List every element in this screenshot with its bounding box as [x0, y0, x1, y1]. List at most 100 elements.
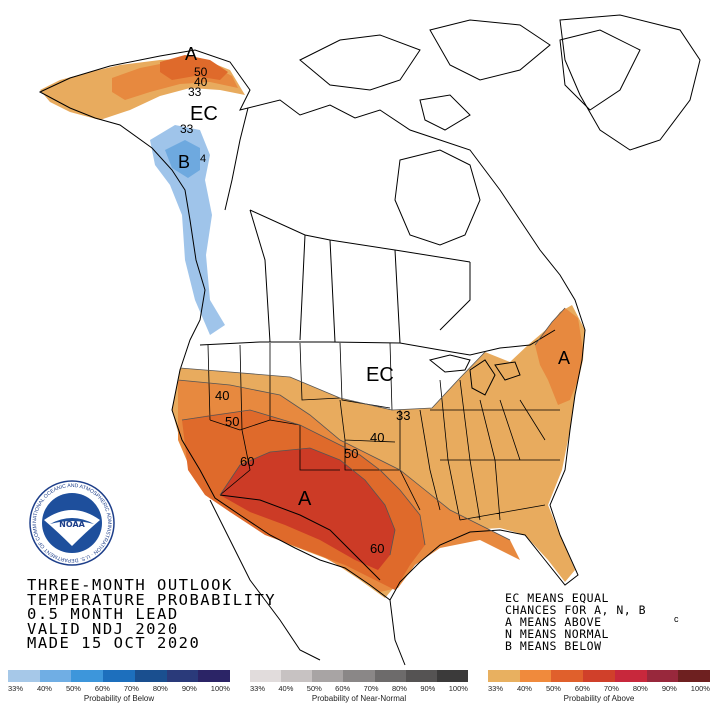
scale-swatches	[8, 670, 231, 682]
scale-tick: 60%	[94, 684, 110, 693]
above-northeast-label: A	[558, 348, 570, 368]
scale-ticks: 33% 40% 50% 60% 70% 80% 90% 100%	[488, 684, 710, 693]
alaska-shading	[40, 55, 245, 335]
legend-note: A MEANS ABOVE	[505, 615, 602, 629]
contour-50-conus	[181, 409, 426, 546]
contour-33-northeast	[534, 307, 566, 346]
small-c-mark: c	[674, 614, 679, 624]
scale-tick: 90%	[181, 684, 197, 693]
swatch	[583, 670, 615, 682]
logo-wave	[50, 518, 94, 524]
swatch	[551, 670, 584, 682]
contour-60-texas-label: 60	[370, 541, 384, 556]
contour-33-alaska-b-label: 33	[180, 122, 194, 136]
logo-bird-shape	[44, 510, 100, 546]
contour-40-conus	[177, 379, 511, 541]
alaska-above-50	[160, 55, 228, 80]
contour-60-west-label: 60	[240, 454, 254, 469]
scale-tick: 33%	[8, 684, 24, 693]
map-labels: EC EC A A A B 40 50 60 33 40 50 60 50 40…	[178, 44, 570, 556]
north-america-coastline	[38, 49, 586, 601]
scale-tick: 70%	[363, 684, 379, 693]
ec-alaska-label: EC	[190, 103, 218, 125]
logo-text: NOAA	[59, 520, 85, 529]
contour-50-alaska-label: 50	[194, 65, 208, 79]
swatch	[614, 670, 647, 682]
contour-40-west-label: 40	[215, 388, 229, 403]
contour-40-central-label: 40	[370, 430, 384, 445]
scale-tick: 33%	[250, 684, 266, 693]
legend-note: EC MEANS EQUAL	[505, 591, 609, 605]
contour-50-west-label: 50	[225, 414, 239, 429]
outlook-title-block: THREE-MONTH OUTLOOK TEMPERATURE PROBABIL…	[27, 578, 327, 651]
us-states	[207, 342, 560, 521]
scale-ticks: 33% 40% 50% 60% 70% 80% 90% 100%	[250, 684, 468, 693]
above-40-northeast	[535, 308, 583, 405]
swatch	[343, 670, 375, 682]
swatch	[103, 670, 135, 682]
scale-tick: 60%	[574, 684, 590, 693]
canada-us-border	[199, 329, 556, 356]
swatch	[646, 670, 679, 682]
probability-contours	[177, 307, 566, 556]
scale-below: 33% 40% 50% 60% 70% 80% 90% 100% Probabi…	[8, 670, 231, 704]
swatch	[436, 670, 468, 682]
title-line: TEMPERATURE PROBABILITY	[27, 590, 277, 609]
swatch	[281, 670, 313, 682]
contour-50-central-label: 50	[344, 446, 358, 461]
scale-tick: 90%	[661, 684, 677, 693]
above-alaska-label: A	[185, 44, 197, 64]
scale-tick: 100%	[448, 684, 468, 693]
above-normal-shading	[172, 305, 585, 598]
great-lakes	[428, 354, 521, 396]
swatch	[39, 670, 72, 682]
mexico-coast	[209, 499, 406, 666]
scale-tick: 40%	[516, 684, 532, 693]
legend-note: N MEANS NORMAL	[505, 627, 609, 641]
hudson-bay	[394, 149, 481, 246]
below-alaska-label: B	[178, 152, 190, 172]
legend-note: CHANCES FOR A, N, B	[505, 603, 647, 617]
ec-conus-label: EC	[366, 364, 394, 386]
scale-near-normal: 33% 40% 50% 60% 70% 80% 90% 100% Probabi…	[250, 670, 468, 704]
scale-tick: 50%	[306, 684, 322, 693]
contour-33-conus	[179, 351, 486, 411]
arctic-islands	[299, 19, 641, 131]
scale-title: Probability of Near-Normal	[311, 694, 407, 703]
scale-swatches	[488, 670, 711, 682]
alaska-below-33	[150, 125, 225, 335]
swatch	[312, 670, 344, 682]
title-line: VALID NDJ 2020	[27, 619, 179, 638]
swatch	[166, 670, 199, 682]
title-line: 0.5 MONTH LEAD	[27, 605, 179, 623]
legend-notes: EC MEANS EQUAL CHANCES FOR A, N, B A MEA…	[505, 592, 646, 652]
alaska-below-40	[165, 140, 200, 178]
contour-33-alaska-label: 33	[188, 85, 202, 99]
legend-note: B MEANS BELOW	[505, 639, 602, 653]
scale-title: Probability of Below	[83, 694, 155, 703]
swatch	[519, 670, 552, 682]
contour-60-conus	[219, 447, 396, 556]
scale-tick: 70%	[603, 684, 619, 693]
scale-above: 33% 40% 50% 60% 70% 80% 90% 100% Probabi…	[488, 670, 711, 704]
swatch	[8, 670, 40, 682]
swatch	[488, 670, 520, 682]
contour-40-alaska-label: 40	[194, 75, 208, 89]
scale-tick: 60%	[335, 684, 351, 693]
scale-tick: 40%	[36, 684, 52, 693]
scale-tick: 50%	[545, 684, 561, 693]
scale-ticks: 33% 40% 50% 60% 70% 80% 90% 100%	[8, 684, 230, 693]
scale-tick: 40%	[278, 684, 294, 693]
swatch	[374, 670, 406, 682]
alaska-canada-border	[224, 107, 249, 211]
scale-swatches	[250, 670, 468, 682]
scale-tick: 90%	[420, 684, 436, 693]
swatch	[134, 670, 167, 682]
above-southwest-label: A	[298, 488, 312, 510]
canadian-provinces	[249, 209, 471, 344]
scale-tick: 33%	[488, 684, 504, 693]
swatch	[678, 670, 711, 682]
scale-tick: 50%	[65, 684, 81, 693]
greenland-coast	[559, 14, 701, 151]
